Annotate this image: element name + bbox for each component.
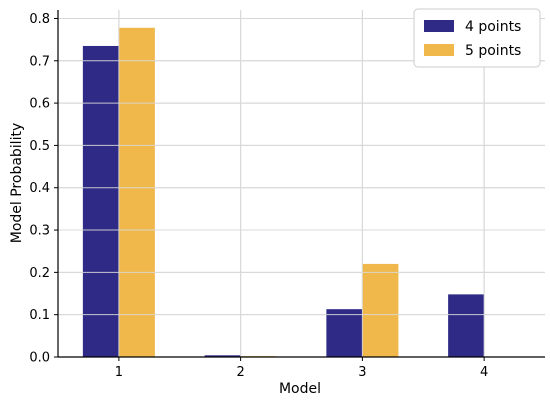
bar-5-points-model-3 [362,263,399,357]
y-tick-label: 0.6 [29,97,50,112]
x-tick-label: 4 [480,365,488,380]
legend-label-5-points: 5 points [465,43,521,59]
legend-swatch-4-points [424,20,454,32]
bar-4-points-model-2 [204,355,241,357]
y-tick-label: 0.1 [29,308,50,323]
axes [54,10,545,361]
y-tick-label: 0.4 [29,181,50,196]
bars [58,10,545,358]
bar-4-points-model-4 [448,294,485,357]
y-tick-label: 0.7 [29,54,50,69]
legend-label-4-points: 4 points [465,19,521,35]
bar-4-points-model-1 [82,45,119,357]
legend: 4 points 5 points [413,8,541,68]
y-tick-label: 0.0 [29,351,50,366]
y-tick-label: 0.3 [29,224,50,239]
y-tick-label: 0.5 [29,139,50,154]
tick-labels: 0.0 0.1 0.2 0.3 0.4 0.5 0.6 0.7 0.8 1 2 3 4 [29,12,488,380]
x-tick-label: 1 [115,365,123,380]
legend-swatch-5-points [424,44,454,56]
y-tick-label: 0.2 [29,266,50,281]
x-tick-label: 3 [358,365,366,380]
bar-5-points-model-1 [118,27,155,358]
x-tick-label: 2 [236,365,244,380]
x-axis-label: Model [279,381,321,397]
y-axis-label: Model Probability [9,123,25,244]
y-tick-label: 0.8 [29,12,50,27]
bar-4-points-model-3 [326,309,363,357]
